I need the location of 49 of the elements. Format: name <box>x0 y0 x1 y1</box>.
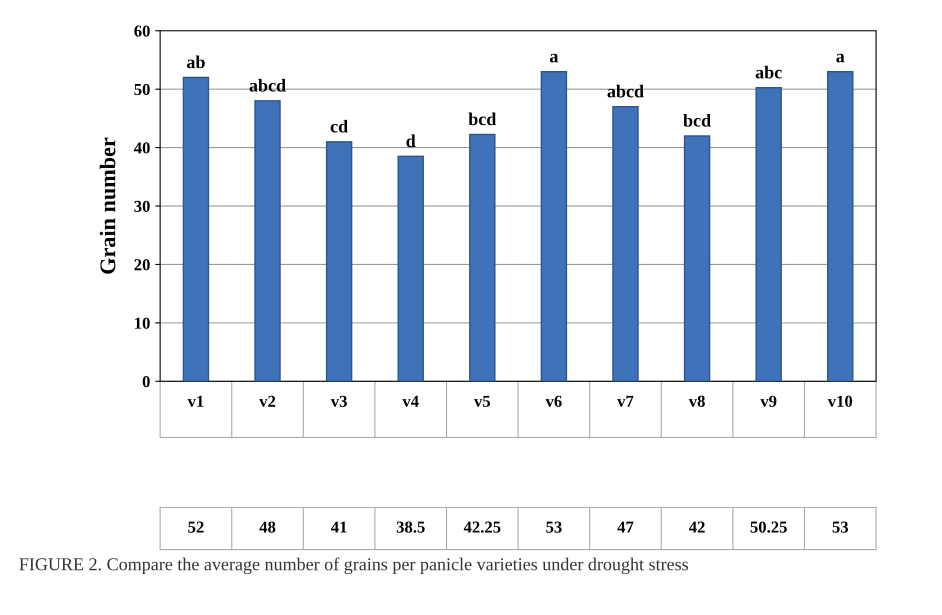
y-tick-label: 40 <box>134 142 150 154</box>
caption: FIGURE 2. Compare the average number of grains per panicle varieties under drought stress <box>19 557 688 574</box>
x-tick-label: v8 <box>688 396 705 407</box>
data-label: 42.25 <box>464 522 500 533</box>
y-tick-label: 0 <box>142 376 150 388</box>
annotation: d <box>406 134 416 148</box>
data-label: 41 <box>331 522 347 533</box>
bar <box>182 76 210 382</box>
y-tick-label: 30 <box>134 200 150 212</box>
data-label: 52 <box>188 522 204 533</box>
annotation: abc <box>756 66 782 78</box>
x-tick-label: v2 <box>259 396 276 407</box>
annotation: bcd <box>683 114 711 127</box>
data-label: 48 <box>259 521 276 533</box>
bar <box>254 100 281 382</box>
annotation: abcd <box>250 78 286 92</box>
bar <box>684 135 710 382</box>
annotation: cd <box>330 120 348 133</box>
y-axis-title: Grain number <box>100 138 116 274</box>
data-label: 50.25 <box>750 521 787 533</box>
y-tick-label: 60 <box>134 25 150 37</box>
data-label: 53 <box>546 522 562 533</box>
bar <box>755 87 782 382</box>
data-label: 42 <box>688 522 705 533</box>
data-label: 38.5 <box>396 521 425 533</box>
y-tick-label: 10 <box>135 318 150 329</box>
data-label: 53 <box>832 522 848 533</box>
x-tick-label: v1 <box>188 396 204 407</box>
x-tick-label: v10 <box>828 396 852 407</box>
annotation: a <box>550 54 558 62</box>
bar <box>326 141 352 382</box>
annotation: abcd <box>608 84 644 98</box>
data-label: 47 <box>617 522 634 533</box>
annotation: ab <box>186 56 205 68</box>
bar <box>469 134 496 382</box>
x-tick-label: v4 <box>402 396 419 407</box>
y-tick-label: 50 <box>134 84 150 96</box>
y-tick-label: 20 <box>134 259 150 270</box>
annotation: bcd <box>468 112 496 126</box>
bar <box>397 156 424 382</box>
bar <box>827 70 854 382</box>
x-tick-label: v9 <box>760 396 776 407</box>
x-tick-label: v6 <box>546 396 562 407</box>
annotation: a <box>836 54 845 62</box>
x-tick-label: v3 <box>330 396 347 407</box>
x-tick-label: v7 <box>617 396 634 407</box>
bar <box>540 70 568 382</box>
x-tick-label: v5 <box>474 396 490 407</box>
bar <box>612 106 639 382</box>
